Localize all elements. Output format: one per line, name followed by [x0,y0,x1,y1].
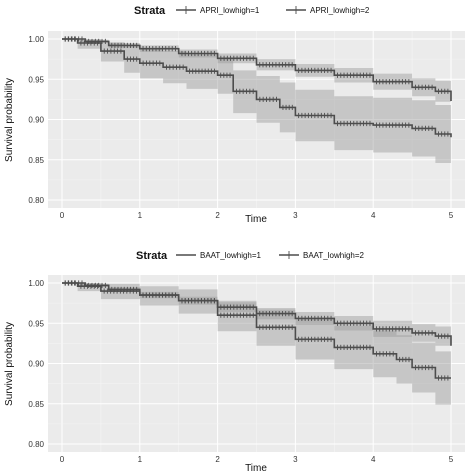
confidence-bands [62,283,451,406]
x-tick-label: 3 [293,211,298,220]
survival-curve-1 [62,38,452,101]
gridlines [48,31,465,208]
y-tick-label: 0.85 [28,156,44,165]
y-tick-label: 1.00 [28,35,44,44]
y-tick-label: 0.85 [28,400,44,409]
legend-key-2 [286,6,306,14]
y-tick-label: 0.90 [28,116,44,125]
x-axis-title: Time [245,214,267,225]
gridlines [48,275,465,452]
legend-label-2: APRI_lowhigh=2 [310,6,370,15]
censor-marks [64,280,449,381]
x-tick-label: 5 [449,211,454,220]
x-tick-label: 3 [293,455,298,464]
y-tick-label: 0.90 [28,360,44,369]
bottom-survival-plot: Strata BAAT_lowhigh=1 BAAT_lowhigh=2 0 1 2… [4,250,465,474]
x-tick-label: 4 [371,211,376,220]
y-tick-label: 0.95 [28,75,44,84]
y-axis-title: Survival probability [4,322,15,406]
confidence-band-1 [62,283,451,360]
y-tick-label: 0.95 [28,319,44,328]
survival-curve-1 [62,282,452,346]
y-tick-label: 1.00 [28,279,44,288]
legend-label-1: BAAT_lowhigh=1 [200,251,262,260]
x-tick-label: 0 [60,211,65,220]
y-tick-labels: 0.80 0.85 0.90 0.95 1.00 [28,35,44,205]
x-tick-label: 2 [215,455,220,464]
legend-label-2: BAAT_lowhigh=2 [303,251,365,260]
y-tick-label: 0.80 [28,196,44,205]
x-tick-labels: 0 1 2 3 4 5 [60,455,454,464]
x-tick-label: 2 [215,211,220,220]
censor-marks [64,36,449,137]
x-tick-labels: 0 1 2 3 4 5 [60,211,454,220]
x-tick-label: 4 [371,455,376,464]
x-axis-title: Time [245,463,267,474]
x-tick-label: 0 [60,455,65,464]
x-tick-label: 1 [138,455,143,464]
y-tick-label: 0.80 [28,440,44,449]
y-axis-title: Survival probability [4,78,15,162]
legend: Strata BAAT_lowhigh=1 BAAT_lowhigh=2 [136,250,365,262]
legend-label-1: APRI_lowhigh=1 [200,6,260,15]
legend: Strata APRI_lowhigh=1 APRI_lowhigh=2 [134,5,370,17]
y-tick-labels: 0.80 0.85 0.90 0.95 1.00 [28,279,44,449]
top-survival-plot: Strata APRI_lowhigh=1 APRI_lowhigh=2 0 1 2… [4,5,465,225]
legend-key-2 [279,251,299,259]
x-tick-label: 5 [449,455,454,464]
x-tick-label: 1 [138,211,143,220]
legend-title: Strata [136,250,168,262]
legend-title: Strata [134,5,166,17]
legend-key-1 [176,6,196,14]
confidence-band-2 [62,39,451,167]
confidence-band-2 [62,283,451,406]
